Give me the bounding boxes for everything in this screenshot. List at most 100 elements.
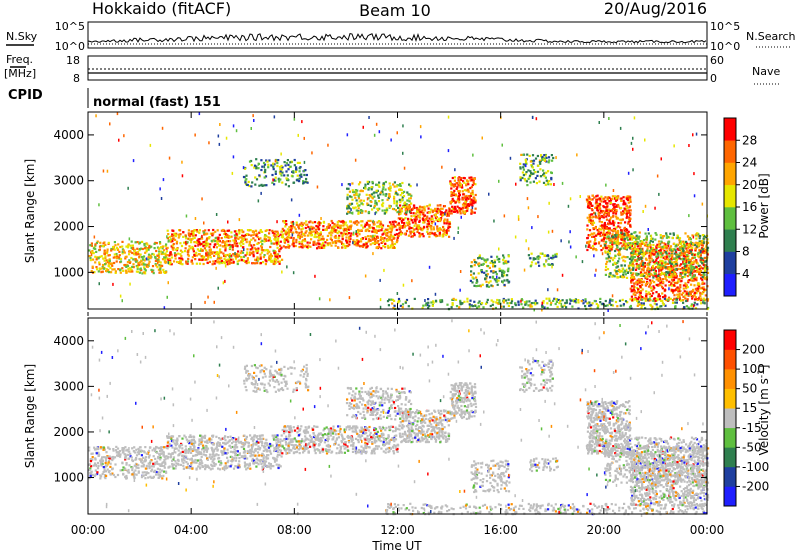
data-cell [233, 230, 236, 233]
data-cell [547, 183, 550, 186]
data-cell [195, 254, 198, 257]
data-cell [298, 246, 301, 249]
data-cell [221, 261, 224, 265]
data-cell [162, 249, 166, 252]
data-cell [455, 209, 459, 212]
data-cell [631, 275, 634, 278]
data-cell [285, 223, 288, 226]
data-cell [539, 168, 542, 171]
data-cell [242, 238, 245, 241]
data-cell [240, 229, 243, 232]
data-cell [470, 270, 473, 273]
data-cell [421, 229, 424, 232]
data-cell [150, 245, 153, 248]
data-cell [250, 244, 253, 247]
data-cell [617, 195, 620, 198]
data-cell [640, 306, 643, 309]
data-cell [522, 174, 525, 177]
data-cell [600, 209, 603, 212]
data-cell [280, 168, 283, 171]
data-cell [618, 234, 622, 237]
data-cell [357, 244, 360, 247]
data-cell [360, 209, 363, 212]
data-cell [91, 265, 94, 268]
data-cell [597, 242, 600, 245]
data-cell [633, 244, 637, 247]
data-cell [136, 247, 139, 250]
data-cell [280, 230, 283, 233]
data-cell [471, 189, 474, 192]
data-cell [465, 183, 468, 186]
data-cell [318, 246, 321, 249]
data-cell [691, 297, 694, 300]
data-cell [650, 247, 653, 250]
data-cell [217, 238, 220, 241]
data-cell [272, 242, 275, 245]
data-cell [675, 264, 679, 267]
data-cell [169, 252, 172, 255]
data-cell [625, 212, 628, 215]
data-cell [369, 219, 372, 222]
data-cell [631, 299, 634, 302]
data-cell [619, 222, 623, 225]
data-cell [377, 240, 380, 243]
data-cell [382, 193, 385, 196]
data-cell [605, 215, 608, 218]
data-cell [445, 209, 448, 212]
data-cell [194, 234, 197, 237]
data-cell [231, 258, 234, 261]
data-cell [384, 242, 387, 246]
data-cell [591, 204, 594, 207]
data-cell [622, 259, 625, 262]
data-cell [433, 233, 436, 236]
data-cell [275, 243, 279, 246]
data-cell [669, 248, 672, 251]
data-cell [440, 228, 443, 231]
data-cell [150, 268, 153, 271]
data-cell [637, 251, 640, 254]
data-cell [200, 255, 203, 258]
data-cell [643, 262, 646, 265]
data-cell [547, 156, 551, 159]
data-cell [695, 292, 698, 295]
data-cell [428, 304, 431, 307]
data-cell [502, 256, 506, 259]
data-cell [144, 269, 147, 272]
data-cell [157, 259, 160, 262]
data-cell [106, 250, 109, 253]
data-cell [666, 258, 669, 261]
data-cell [436, 234, 439, 237]
data-cell [655, 278, 658, 281]
data-cell [694, 296, 698, 299]
data-cell [446, 218, 449, 221]
data-cell [652, 243, 655, 247]
data-cell [654, 238, 657, 241]
data-cell [202, 231, 205, 234]
data-cell [490, 284, 493, 287]
data-cell [309, 245, 312, 248]
data-cell [658, 298, 662, 301]
data-cell [356, 189, 359, 192]
data-cell [591, 223, 594, 226]
data-cell [300, 230, 303, 233]
data-cell [519, 167, 522, 170]
data-cell [543, 174, 546, 178]
data-cell [614, 212, 618, 215]
data-cell [654, 269, 657, 273]
data-cell [656, 245, 659, 248]
data-cell [230, 254, 233, 257]
data-cell [263, 249, 267, 252]
data-cell [342, 224, 345, 227]
data-cell [192, 250, 195, 253]
data-cell [226, 263, 229, 266]
data-cell [461, 186, 464, 189]
data-cell [368, 225, 371, 228]
data-cell [465, 179, 469, 182]
data-cell [645, 290, 648, 293]
data-cell [694, 307, 698, 310]
data-cell [634, 298, 637, 301]
data-cell [295, 241, 298, 244]
data-cell [613, 275, 616, 278]
data-cell [416, 230, 419, 233]
data-cell [198, 238, 201, 241]
